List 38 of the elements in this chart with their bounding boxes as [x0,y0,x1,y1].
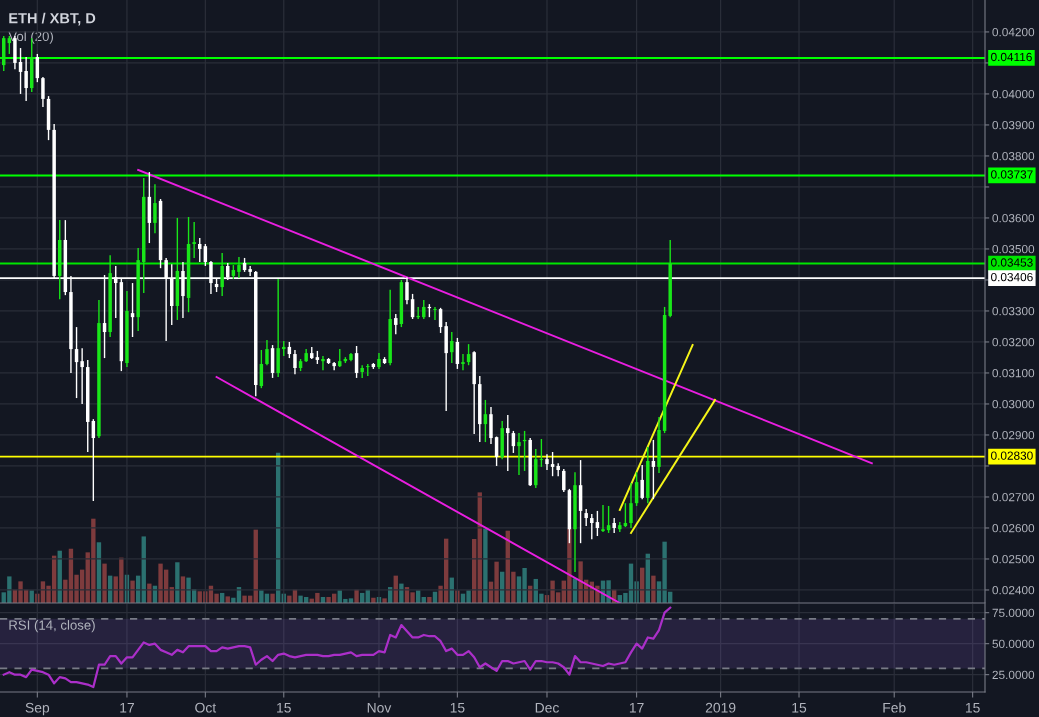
ref-line-label: 0.03406 [991,272,1033,282]
x-tick-label: 15 [277,702,291,713]
y-tick-label: 0.03800 [992,151,1035,161]
x-tick-label: Feb [883,702,906,713]
y-tick-label: 0.02500 [992,555,1035,564]
y-tick-label: 0.02600 [992,524,1035,533]
y-tick-label: 0.03500 [992,244,1035,254]
x-tick-label: 15 [965,702,980,713]
ref-line-label: 0.04116 [991,52,1032,62]
annotation: Vol (20) [8,31,53,44]
x-tick-label: 17 [120,702,134,713]
x-tick-label: 2019 [705,702,736,713]
x-tick-label: Dec [535,702,559,713]
ref-line-label: 0.02830 [991,451,1033,460]
y-tick-label: 0.03100 [992,368,1035,378]
y-tick-label: 0.03900 [992,120,1035,130]
y-tick-label: 50.0000 [992,639,1035,649]
y-tick-label: 0.03600 [992,213,1035,223]
x-tick-label: 17 [629,702,644,713]
y-tick-label: 0.02900 [992,431,1035,440]
x-tick-label: Sep [25,702,50,716]
x-tick-label: Nov [367,702,392,713]
y-tick-label: 0.04200 [992,27,1035,37]
text: ETH / XBT, D [9,12,96,26]
y-tick-label: 0.04000 [992,89,1035,99]
y-tick-label: 0.02400 [992,586,1035,595]
y-tick-label: 0.02700 [992,493,1035,502]
y-tick-label: 75.0000 [992,608,1035,618]
x-tick-label: 15 [792,702,807,713]
y-tick-label: 0.03000 [992,400,1035,409]
annotation: RSI (14, close) [9,620,95,633]
y-tick-label: 0.03300 [992,306,1035,316]
ref-line-label: 0.03737 [991,170,1033,179]
x-tick-label: 15 [450,702,465,713]
x-tick-label: Oct [195,702,217,713]
y-tick-label: 0.03200 [992,337,1035,347]
ref-line-label: 0.03453 [991,258,1033,267]
y-tick-label: 25.0000 [992,670,1035,680]
